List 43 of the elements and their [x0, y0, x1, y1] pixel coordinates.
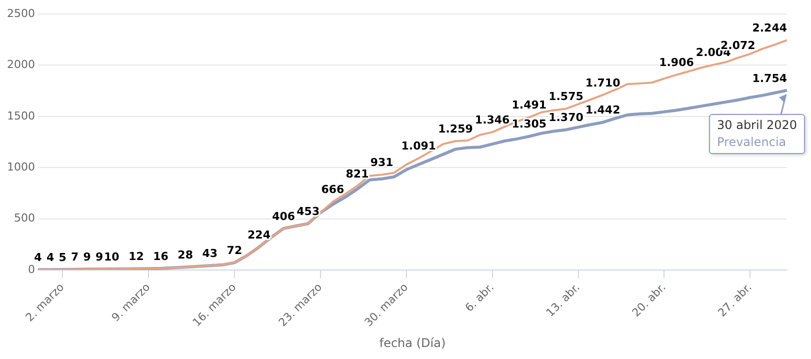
y-tick-label: 500	[14, 212, 35, 225]
data-label: 1.491	[512, 98, 547, 112]
data-label: 4	[46, 250, 54, 264]
x-tick-label: 6. abr.	[462, 280, 496, 314]
data-label: 1.710	[585, 76, 621, 90]
data-label: 821	[346, 167, 369, 180]
y-tick-label: 1500	[6, 109, 35, 122]
data-label: 406	[272, 210, 296, 223]
y-tick-label: 0	[28, 262, 35, 276]
data-label: 12	[128, 250, 144, 264]
data-label: 1.906	[659, 56, 694, 70]
data-label: 7	[71, 250, 79, 264]
annotation: 30 abril 2020	[717, 117, 798, 134]
data-label: 931	[370, 156, 394, 170]
x-tick-label: 20. abr.	[630, 280, 668, 320]
data-label: 1.370	[548, 111, 584, 124]
data-label: 43	[202, 246, 218, 260]
data-label: 224	[248, 228, 271, 242]
data-label: 16	[153, 250, 169, 263]
data-label: 2.244	[752, 22, 788, 35]
y-tick-label: 2500	[6, 6, 35, 20]
text: Prevalencia	[717, 135, 786, 150]
x-axis-title: fecha (Día)	[379, 336, 446, 350]
data-label: 1.442	[585, 104, 620, 117]
data-label: 1.754	[752, 72, 788, 85]
data-label: 666	[321, 183, 345, 196]
data-label: 1.575	[548, 90, 584, 104]
y-tick-label: 1000	[6, 160, 35, 174]
data-label: 453	[296, 205, 320, 218]
data-label: 4	[34, 250, 42, 264]
data-label: 9	[96, 250, 104, 264]
y-tick-label: 2000	[6, 58, 35, 72]
data-label: 5	[58, 250, 66, 264]
data-label: 1.305	[512, 118, 547, 131]
data-label: 10	[104, 250, 120, 264]
x-tick-label: 27. abr.	[716, 280, 754, 320]
data-label: 1.346	[474, 114, 510, 127]
x-tick-label: 13. abr.	[544, 280, 582, 320]
data-label: 1.259	[438, 122, 473, 136]
data-label: 1.091	[401, 140, 436, 153]
data-label: 9	[83, 250, 91, 264]
data-label: 72	[226, 244, 242, 258]
data-label: 28	[178, 248, 193, 262]
